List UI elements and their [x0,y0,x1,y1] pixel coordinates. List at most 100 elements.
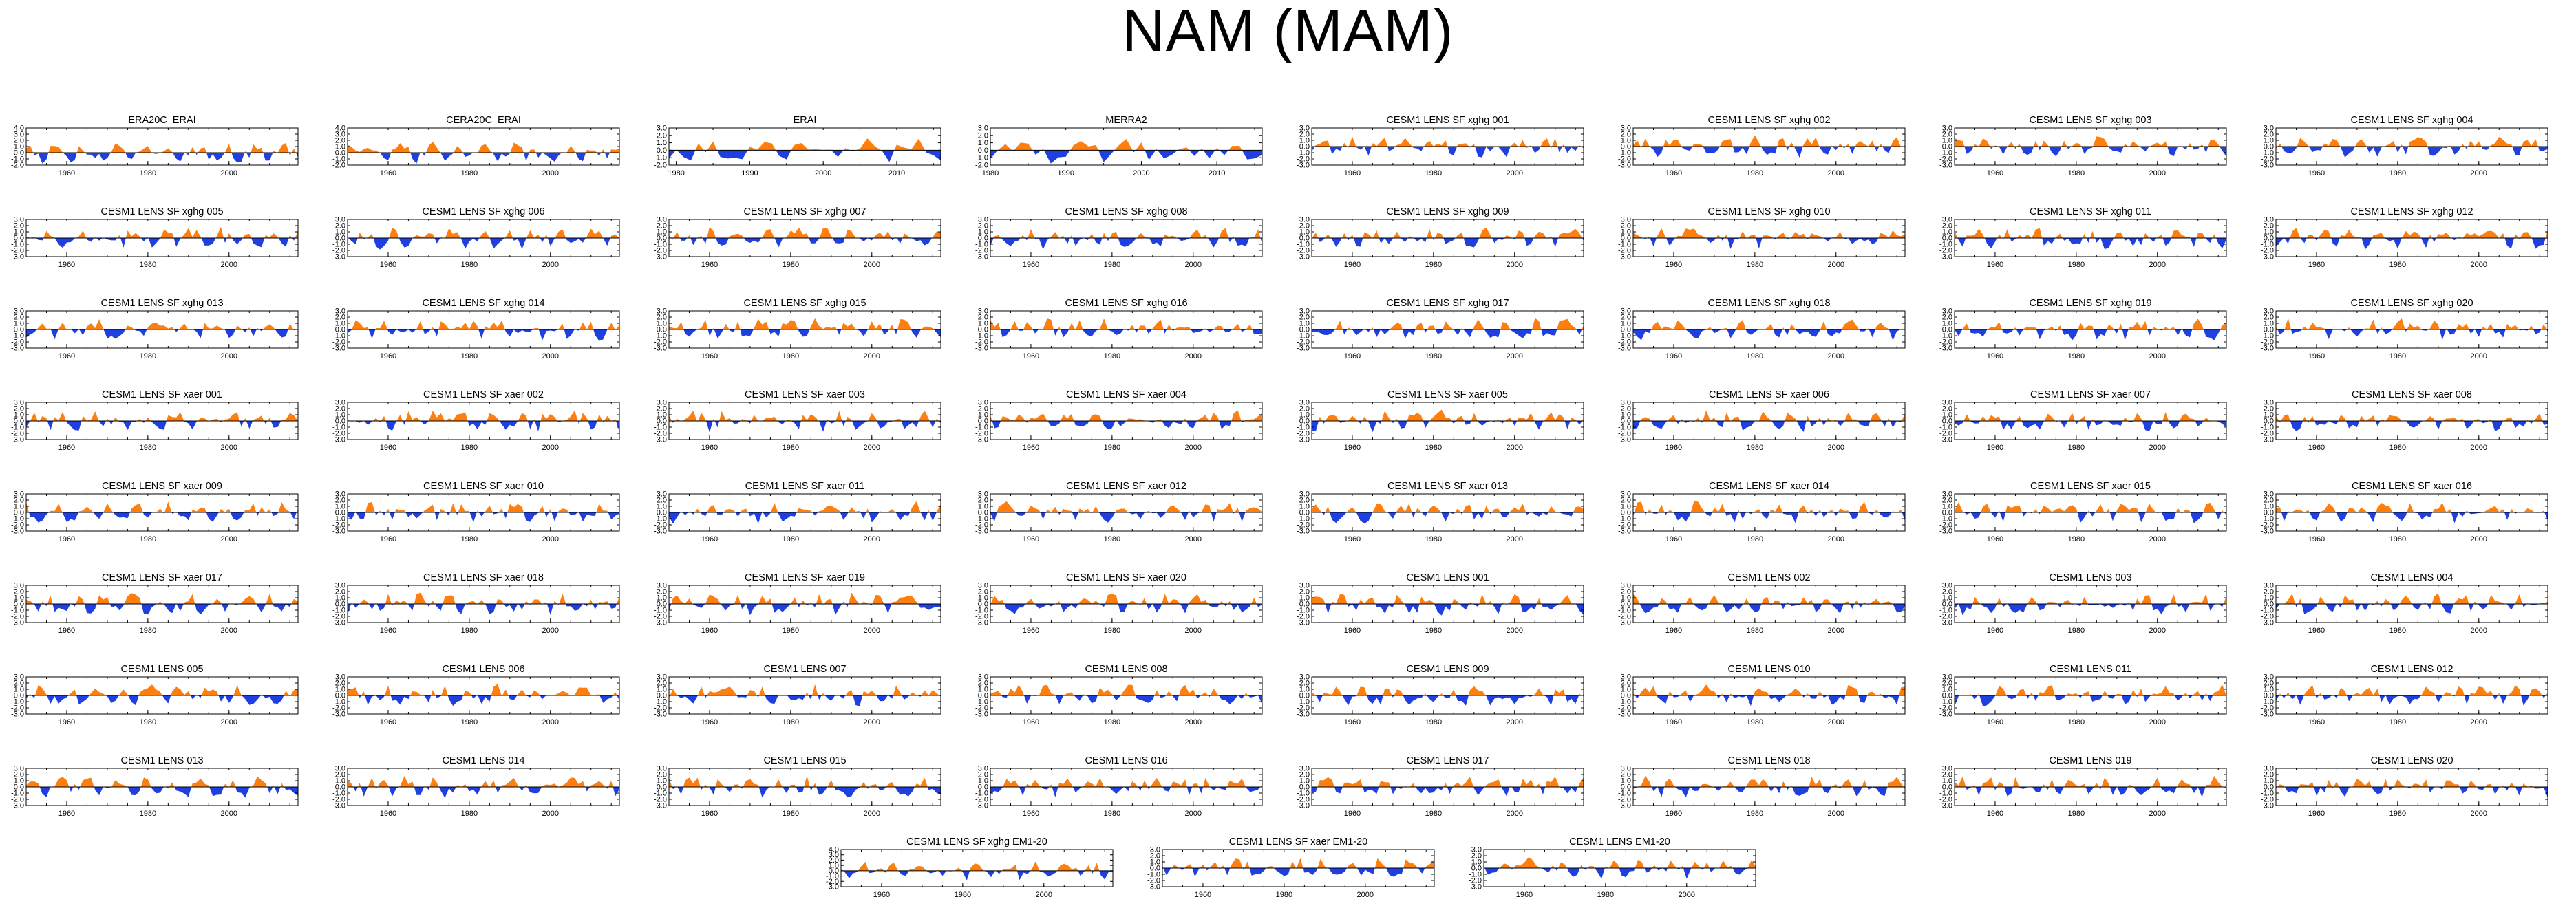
y-tick-label: 2.0 [335,771,345,779]
y-tick-label: 1.0 [1299,686,1310,694]
negative-area [990,150,1262,164]
y-tick-label: 0.0 [1299,783,1310,792]
positive-area [1312,227,1582,238]
y-tick-label: 2.0 [1299,497,1310,505]
y-tick-label: -3.0 [1297,345,1310,353]
y-tick-label: -3.0 [2261,802,2274,810]
y-tick-label: 0.0 [2264,783,2274,792]
positive-area [1312,503,1584,512]
y-tick-label: -2.0 [654,338,667,347]
y-tick-label: -2.0 [2261,155,2274,164]
y-tick-label: 1.0 [1299,320,1310,328]
x-tick-label: 1960 [58,627,75,635]
x-tick-label: 2000 [1828,261,1844,269]
y-tick-label: -2.0 [654,521,667,530]
y-tick-label: 0.0 [1942,418,1952,426]
panel: CESM1 LENS SF xghg 018 3.02.01.00.0-1.0-2… [1618,298,1906,360]
positive-area [669,775,928,787]
panel: CESM1 LENS 011 3.02.01.00.0-1.0-2.0-3.0 19… [1939,664,2227,726]
y-tick-label: -2.0 [1147,877,1160,885]
x-tick-label: 1960 [701,261,718,269]
y-tick-label: 1.0 [978,503,988,511]
y-tick-label: 0.0 [2264,601,2274,609]
y-tick-label: -3.0 [1618,436,1631,444]
y-tick-label: 1.0 [978,320,988,328]
negative-area [348,329,616,341]
x-tick-label: 2000 [542,444,559,452]
y-tick-label: 3.0 [335,307,345,316]
positive-area [997,139,1242,151]
positive-area [676,138,925,151]
y-tick-label: 1.0 [1942,686,1952,694]
y-tick-label: -3.0 [1618,528,1631,536]
y-tick-label: -1.0 [1147,871,1160,879]
x-tick-label: 1960 [58,444,75,452]
x-tick-label: 1960 [380,718,396,726]
y-tick-label: 0.0 [657,783,667,792]
x-tick-label: 1980 [140,261,156,269]
x-tick-label: 1980 [783,535,799,543]
x-tick-label: 1960 [2308,261,2325,269]
y-tick-label: -1.0 [2261,515,2274,523]
x-tick-label: 2000 [2149,352,2166,360]
y-tick-label: -2.0 [975,704,988,713]
y-tick-label: -1.0 [1297,515,1310,523]
panel: CESM1 LENS EM1-20 3.02.01.00.0-1.0-2.0-3.… [1469,836,1756,899]
x-tick-label: 1960 [701,535,718,543]
y-tick-label: 2.0 [2264,405,2274,413]
x-tick-label: 2010 [1209,169,1225,177]
panel: CESM1 LENS SF xaer 016 3.02.01.00.0-1.0-2… [2261,481,2548,543]
y-tick-label: 3.0 [14,673,24,682]
y-tick-label: 2.0 [657,405,667,413]
negative-area [1312,238,1584,248]
y-tick-label: 1.0 [978,686,988,694]
y-tick-label: -2.0 [1618,338,1631,347]
panel-title: CESM1 LENS EM1-20 [1569,836,1670,847]
y-tick-label: -3.0 [2261,253,2274,261]
y-tick-label: 0.0 [2264,692,2274,700]
y-tick-label: 1.0 [2264,594,2274,603]
x-tick-label: 2000 [1507,352,1523,360]
panel-title: CESM1 LENS 002 [1727,572,1810,583]
panel: CESM1 LENS SF xaer 019 3.02.01.00.0-1.0-2… [654,572,941,635]
y-tick-label: 2.0 [657,680,667,688]
y-tick-label: -1.0 [1939,790,1952,798]
y-tick-label: 3.0 [978,582,988,590]
x-tick-label: 1960 [1665,444,1682,452]
negative-area [672,421,941,433]
negative-area [2281,512,2548,523]
panel-title: CESM1 LENS 007 [763,664,846,675]
y-tick-label: 2.0 [1621,405,1631,413]
y-tick-label: -3.0 [975,802,988,810]
positive-area [1960,684,2226,695]
y-tick-label: 1.0 [1942,137,1952,145]
x-tick-label: 1980 [1747,444,1763,452]
y-tick-label: -3.0 [826,883,839,891]
y-tick-label: 2.0 [1942,771,1952,779]
panel: CESM1 LENS SF xaer 018 3.02.01.00.0-1.0-2… [332,572,620,635]
panel-title: CESM1 LENS 008 [1085,664,1167,675]
y-tick-label: 0.0 [1621,143,1631,151]
y-tick-label: 2.0 [1621,588,1631,596]
y-tick-label: -1.0 [654,790,667,798]
x-tick-label: 2000 [864,627,880,635]
y-tick-label: 1.0 [1621,777,1631,786]
x-tick-label: 1960 [1987,261,2003,269]
positive-area [26,501,298,512]
y-tick-label: 3.0 [657,765,667,773]
y-tick-label: 2.0 [1299,771,1310,779]
positive-area [1634,501,1902,512]
y-tick-label: -3.0 [975,345,988,353]
panel: CESM1 LENS SF xghg 008 3.02.01.00.0-1.0-2… [975,206,1263,269]
positive-area [29,684,298,695]
panel-title: CESM1 LENS SF xghg 015 [743,298,866,309]
panel: CESM1 LENS 014 3.02.01.00.0-1.0-2.0-3.0 19… [332,755,620,818]
y-tick-label: 0.0 [1621,326,1631,334]
y-tick-label: -3.0 [1939,802,1952,810]
y-tick-label: 1.0 [978,411,988,420]
x-tick-label: 1960 [2308,169,2325,177]
x-tick-label: 2000 [1185,261,1202,269]
y-tick-label: -2.0 [975,613,988,621]
y-tick-label: 3.0 [1299,490,1310,499]
y-tick-label: -1.0 [975,515,988,523]
